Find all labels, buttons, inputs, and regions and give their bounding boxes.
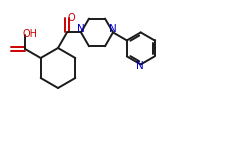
Text: N: N	[109, 24, 117, 34]
Text: OH: OH	[22, 29, 38, 39]
Text: N: N	[77, 24, 85, 34]
Text: N: N	[136, 61, 143, 71]
Text: O: O	[67, 13, 75, 23]
